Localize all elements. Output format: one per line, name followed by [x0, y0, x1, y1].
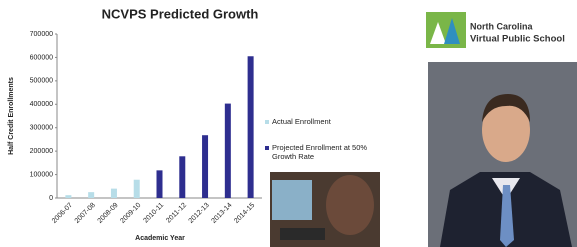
bar	[225, 104, 231, 198]
x-axis-label: Academic Year	[135, 235, 185, 242]
monitor	[272, 180, 312, 220]
bar	[248, 56, 254, 198]
logo-line2: Virtual Public School	[470, 34, 565, 45]
slide: NCVPS Predicted Growth Academic Year Hal…	[0, 0, 577, 247]
x-tick-label: 2006-07	[51, 202, 74, 225]
bar	[157, 170, 163, 198]
y-tick-label: 100000	[30, 171, 53, 178]
legend-label: Projected Enrollment at 50% Growth Rate	[272, 143, 377, 161]
y-tick-label: 200000	[30, 148, 53, 155]
x-tick-label: 2014-15	[233, 202, 256, 225]
y-tick-label: 0	[49, 195, 53, 202]
y-tick-label: 700000	[30, 31, 53, 38]
x-tick-label: 2010-11	[142, 202, 165, 225]
bar	[134, 180, 140, 198]
legend-label: Actual Enrollment	[272, 117, 377, 126]
bar	[65, 195, 71, 198]
logo-line1: North Carolina	[470, 21, 533, 31]
y-tick-label: 600000	[30, 54, 53, 61]
bar	[179, 156, 185, 198]
student-photo	[270, 172, 380, 247]
x-tick-label: 2011-12	[165, 202, 188, 225]
y-tick-label: 500000	[30, 78, 53, 85]
keyboard	[280, 228, 325, 240]
x-tick-label: 2009-10	[119, 202, 142, 225]
y-tick-label: 400000	[30, 101, 53, 108]
bar	[88, 192, 94, 198]
chart-title: NCVPS Predicted Growth	[102, 6, 259, 21]
x-tick-label: 2012-13	[188, 202, 211, 225]
y-axis-label: Half Credit Enrollments	[8, 77, 15, 155]
logo: North Carolina Virtual Public School	[426, 12, 565, 48]
person	[326, 175, 374, 235]
y-tick-label: 300000	[30, 125, 53, 132]
portrait-photo	[428, 62, 577, 247]
legend-swatch	[265, 120, 269, 124]
bar	[202, 135, 208, 198]
bar	[111, 189, 117, 198]
legend-swatch	[265, 146, 269, 150]
x-tick-label: 2013-14	[210, 202, 233, 225]
x-tick-label: 2008-09	[97, 202, 120, 225]
x-tick-label: 2007-08	[74, 202, 97, 225]
